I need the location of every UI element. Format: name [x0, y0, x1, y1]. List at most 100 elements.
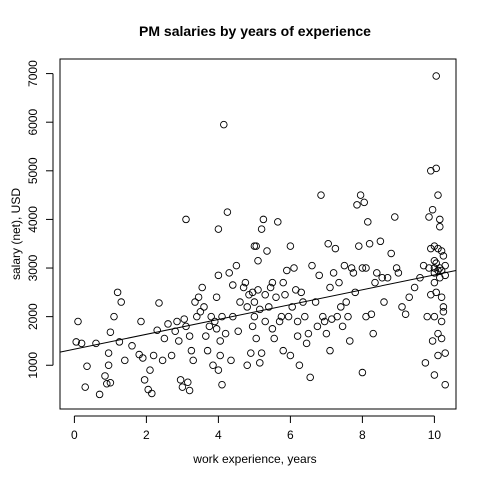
data-point	[149, 351, 158, 360]
data-point	[252, 334, 260, 343]
data-point	[342, 298, 350, 306]
data-point	[428, 337, 437, 345]
x-tick-label: 8	[359, 428, 366, 442]
data-point	[148, 389, 156, 398]
data-point	[261, 291, 269, 299]
data-point	[216, 337, 224, 345]
data-point	[212, 325, 221, 333]
data-point	[232, 261, 241, 270]
data-point	[266, 283, 275, 292]
data-point	[218, 312, 226, 321]
data-point	[117, 298, 125, 306]
data-point	[430, 371, 439, 379]
data-point	[356, 191, 365, 199]
data-point	[401, 310, 410, 318]
data-point	[398, 303, 406, 311]
data-point	[83, 362, 91, 370]
data-point	[223, 208, 232, 216]
data-point	[236, 298, 244, 306]
data-point	[243, 361, 251, 370]
data-point	[376, 237, 385, 246]
data-point	[74, 317, 82, 326]
data-point	[279, 346, 287, 355]
y-tick-label: 3000	[26, 254, 40, 281]
data-point	[104, 349, 113, 357]
data-point	[324, 239, 332, 248]
data-point	[146, 366, 154, 374]
data-point	[319, 312, 327, 321]
data-point	[220, 120, 228, 129]
data-point	[265, 303, 273, 311]
data-point	[144, 385, 152, 394]
data-point	[250, 298, 259, 306]
data-point	[365, 239, 374, 248]
data-point	[290, 264, 298, 272]
data-point	[430, 278, 439, 287]
data-point	[437, 293, 446, 301]
data-point	[248, 322, 257, 331]
data-point	[355, 242, 363, 250]
data-point	[351, 288, 359, 297]
data-point	[167, 351, 176, 360]
data-point	[256, 305, 264, 314]
y-tick-label: 6000	[26, 109, 40, 136]
data-point	[340, 261, 349, 270]
data-point	[360, 198, 368, 207]
data-point	[191, 298, 199, 306]
data-point	[268, 325, 277, 333]
data-point	[252, 242, 260, 250]
data-point	[187, 346, 196, 355]
data-point	[286, 242, 295, 250]
data-point	[103, 379, 111, 388]
x-tick-label: 10	[428, 428, 442, 442]
data-point	[261, 317, 269, 326]
data-point	[437, 247, 446, 255]
data-point	[221, 329, 230, 338]
y-tick-label: 5000	[26, 157, 40, 184]
data-point	[155, 299, 163, 307]
data-point	[410, 283, 419, 292]
data-point	[239, 283, 248, 292]
data-point	[275, 317, 284, 326]
data-point	[81, 383, 89, 391]
data-point	[158, 356, 167, 365]
x-tick-label: 4	[215, 428, 222, 442]
data-point	[439, 308, 448, 316]
data-point	[436, 215, 444, 224]
data-point	[326, 346, 334, 355]
data-point	[369, 329, 377, 338]
data-point	[178, 383, 187, 391]
plot-frame	[59, 58, 457, 410]
data-point	[333, 312, 341, 321]
data-point	[358, 264, 367, 272]
data-point	[200, 303, 208, 311]
data-point	[378, 274, 386, 282]
data-point	[331, 244, 340, 253]
data-point	[153, 326, 161, 335]
data-point	[344, 312, 352, 321]
data-point	[113, 288, 122, 297]
data-point	[185, 332, 194, 340]
data-point	[439, 252, 448, 260]
data-point	[121, 356, 129, 365]
data-point	[207, 312, 215, 321]
data-point	[367, 310, 376, 318]
data-point	[106, 379, 115, 387]
data-point	[441, 349, 449, 357]
data-point	[137, 317, 145, 326]
data-points	[72, 72, 449, 399]
data-point	[425, 264, 433, 272]
data-point	[281, 291, 289, 299]
data-point	[189, 356, 197, 365]
data-point	[272, 293, 280, 301]
data-point	[362, 264, 370, 272]
data-point	[346, 337, 354, 345]
data-point	[293, 317, 302, 326]
data-point	[373, 269, 381, 277]
data-point	[347, 264, 356, 272]
data-point	[214, 366, 223, 374]
data-point	[140, 376, 149, 384]
data-point	[317, 191, 325, 199]
data-point	[247, 349, 255, 357]
data-point	[95, 390, 104, 399]
